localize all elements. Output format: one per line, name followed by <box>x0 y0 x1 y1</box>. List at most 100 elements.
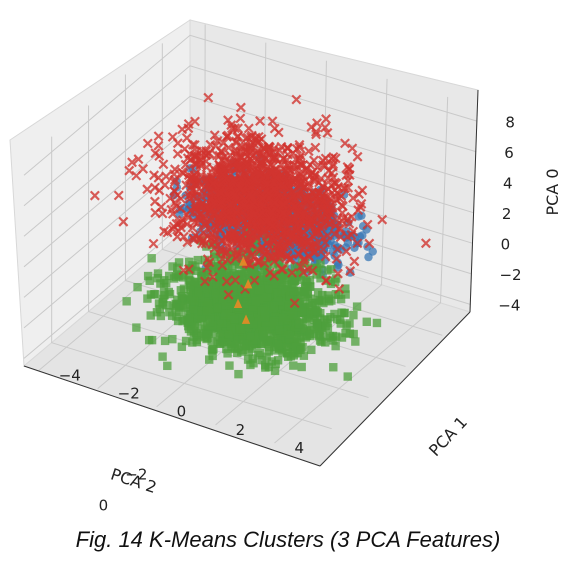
square-point <box>234 342 243 352</box>
square-point <box>228 284 238 294</box>
x-point <box>244 259 255 270</box>
x-point <box>167 224 178 235</box>
x-point <box>232 205 243 216</box>
x-point <box>278 208 289 219</box>
square-point <box>231 335 241 344</box>
x-point <box>242 160 253 171</box>
x-point <box>169 185 180 196</box>
square-point <box>190 296 199 306</box>
square-point <box>178 292 187 301</box>
square-point <box>211 289 220 299</box>
square-point <box>241 289 251 298</box>
square-point <box>244 267 253 277</box>
z-gridline <box>23 65 477 207</box>
square-point <box>292 328 301 338</box>
square-point <box>221 309 230 318</box>
x-point <box>336 191 347 202</box>
x-point <box>223 115 234 126</box>
x-point <box>260 249 270 260</box>
x-point <box>294 142 305 153</box>
square-point <box>299 298 308 307</box>
square-point <box>312 306 321 316</box>
square-point <box>321 338 330 347</box>
circle-point <box>358 231 367 240</box>
square-point <box>281 286 290 295</box>
x-point <box>349 256 360 267</box>
x-point <box>187 222 198 233</box>
triangle-point <box>239 256 248 266</box>
square-point <box>154 299 164 308</box>
square-point <box>321 321 330 331</box>
square-point <box>253 313 262 323</box>
z-tick-label: 4 <box>503 174 513 192</box>
x-point <box>190 116 200 127</box>
x-point <box>335 223 346 234</box>
square-point <box>341 290 350 299</box>
square-point <box>372 318 382 328</box>
x-point <box>232 236 243 247</box>
square-point <box>211 328 220 338</box>
x-point <box>345 266 356 276</box>
square-point <box>285 296 295 305</box>
square-point <box>173 263 182 272</box>
z-tick-label: 2 <box>502 205 512 223</box>
x-point <box>347 143 358 154</box>
x-point <box>322 230 333 241</box>
x-point <box>340 138 350 149</box>
x-point <box>210 140 221 151</box>
x-point <box>305 159 316 170</box>
scatter-points <box>89 92 431 381</box>
x-point <box>287 267 298 278</box>
x-point <box>338 212 349 223</box>
x-point <box>182 219 192 230</box>
x-point <box>162 227 173 238</box>
x-point <box>292 161 303 172</box>
x-gridline <box>51 136 332 430</box>
z-tick-label: 6 <box>504 144 514 162</box>
square-point <box>153 269 163 278</box>
square-point <box>158 352 167 361</box>
x-point <box>323 184 334 194</box>
square-point <box>190 277 200 286</box>
square-point <box>294 319 303 329</box>
x-point <box>227 175 238 186</box>
x-point <box>289 201 300 212</box>
square-point <box>164 271 174 281</box>
x-point <box>269 178 279 189</box>
square-point <box>254 286 263 295</box>
square-point <box>337 333 347 342</box>
x-point <box>223 142 234 153</box>
square-point <box>207 268 216 277</box>
square-point <box>181 336 191 346</box>
square-point <box>202 306 211 316</box>
z-tick-label: 0 <box>501 235 511 253</box>
x-point <box>335 232 346 243</box>
x-point <box>153 131 164 142</box>
square-point <box>327 265 336 274</box>
square-point <box>177 342 187 351</box>
x-point <box>362 219 373 230</box>
square-point <box>234 270 244 279</box>
square-point <box>274 340 283 350</box>
square-point <box>185 270 194 280</box>
square-point <box>165 308 174 317</box>
x-point <box>316 173 327 184</box>
square-point <box>215 339 225 348</box>
x-point <box>274 145 285 156</box>
x-point <box>289 298 300 309</box>
square-point <box>200 255 210 265</box>
x-point <box>207 229 217 240</box>
x-point <box>267 206 278 217</box>
square-point <box>152 308 162 317</box>
x-point <box>303 146 314 157</box>
square-point <box>163 361 172 371</box>
x-point <box>89 190 100 201</box>
square-point <box>174 271 183 281</box>
x-point <box>261 216 272 227</box>
square-point <box>224 330 233 339</box>
x-point <box>341 170 352 181</box>
x-point <box>224 157 235 168</box>
x-point <box>242 245 253 256</box>
x-point <box>320 275 331 286</box>
square-point <box>342 321 351 330</box>
